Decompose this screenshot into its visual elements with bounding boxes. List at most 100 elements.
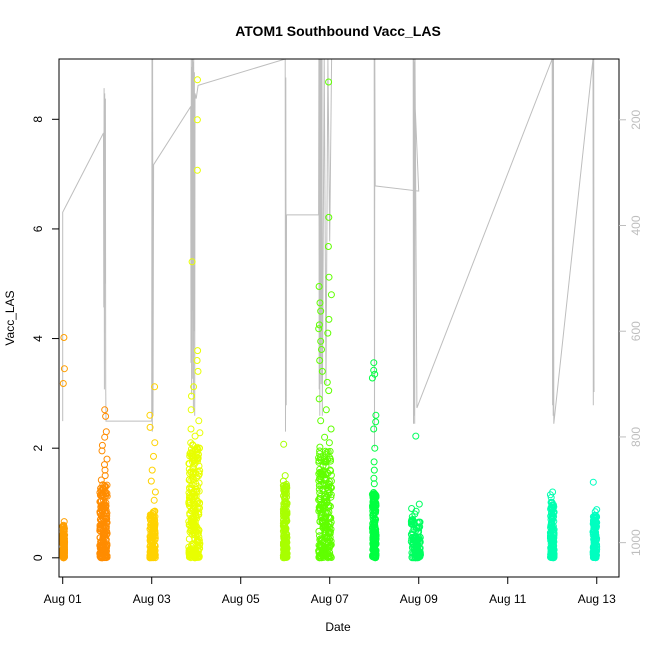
data-point	[327, 291, 335, 299]
data-point	[102, 502, 110, 510]
data-point	[186, 502, 193, 510]
data-point	[316, 443, 324, 451]
data-point	[98, 545, 106, 553]
x-tick-label: Aug 13	[578, 592, 616, 606]
data-point	[322, 458, 330, 466]
data-point	[548, 506, 556, 514]
data-point	[193, 549, 201, 557]
data-point	[148, 466, 156, 474]
data-point	[316, 554, 324, 562]
data-point	[407, 530, 415, 538]
data-point	[196, 500, 203, 507]
data-point	[146, 423, 154, 431]
data-point	[321, 545, 329, 553]
data-point	[316, 454, 324, 461]
data-point	[370, 519, 378, 527]
data-point	[102, 412, 110, 420]
data-point	[317, 337, 325, 345]
data-point	[281, 547, 289, 555]
x-axis-label: Date	[325, 620, 351, 634]
data-point	[318, 500, 325, 508]
data-point	[189, 441, 197, 449]
data-point	[548, 551, 556, 559]
data-point	[316, 504, 324, 512]
data-point	[323, 522, 331, 530]
data-point	[98, 447, 106, 455]
data-point	[195, 533, 203, 541]
data-point	[371, 534, 379, 542]
data-point	[191, 432, 199, 440]
data-point	[371, 518, 379, 526]
data-point	[316, 532, 323, 540]
data-point	[97, 476, 105, 484]
plot-frame	[58, 58, 620, 578]
data-point	[415, 527, 423, 535]
data-point	[319, 504, 327, 512]
data-point	[99, 522, 107, 529]
data-point	[326, 528, 334, 536]
data-point	[316, 450, 324, 458]
data-point	[185, 498, 193, 505]
data-point	[591, 521, 599, 529]
data-point	[283, 530, 291, 538]
data-point	[369, 545, 377, 553]
y-axis: 0 2 4 6 8	[31, 116, 59, 561]
data-point	[315, 283, 323, 290]
data-point	[60, 535, 68, 543]
data-point	[368, 374, 376, 382]
data-point	[101, 549, 109, 557]
data-point	[60, 539, 67, 547]
data-point	[193, 357, 201, 364]
data-point	[318, 346, 325, 353]
data-point	[103, 481, 111, 489]
data-point	[325, 273, 333, 281]
data-point	[189, 504, 197, 512]
data-point	[150, 522, 157, 530]
data-point	[186, 469, 194, 477]
data-point	[194, 367, 202, 375]
data-point	[60, 526, 68, 534]
secondary-y-tick-label: 400	[629, 215, 643, 235]
data-point	[315, 325, 323, 333]
data-points	[59, 76, 601, 562]
data-point	[325, 501, 333, 509]
data-point	[316, 299, 324, 307]
data-point	[96, 489, 104, 496]
data-point	[187, 524, 195, 532]
data-point	[97, 541, 105, 549]
data-point	[407, 520, 415, 528]
data-point	[372, 418, 380, 426]
data-point	[281, 486, 289, 494]
secondary-series-lines	[62, 58, 595, 448]
data-point	[281, 491, 289, 499]
data-point	[319, 467, 327, 475]
data-point	[324, 243, 332, 250]
data-point	[315, 485, 323, 493]
data-point	[369, 526, 377, 534]
data-point	[187, 552, 195, 560]
data-point	[194, 347, 202, 355]
data-point	[147, 533, 155, 540]
data-point	[324, 329, 332, 337]
data-point	[195, 526, 203, 534]
data-point	[188, 392, 195, 400]
data-point	[192, 550, 200, 558]
data-point	[318, 367, 326, 375]
data-point	[190, 468, 198, 476]
data-point	[103, 530, 111, 538]
data-point	[280, 500, 288, 508]
data-point	[146, 411, 154, 419]
data-point	[592, 548, 600, 556]
data-point	[103, 455, 111, 463]
chart-title: ATOM1 Southbound Vacc_LAS	[235, 23, 441, 39]
data-point	[319, 486, 327, 494]
data-point	[99, 532, 107, 540]
data-point	[412, 432, 420, 440]
data-point	[102, 492, 110, 500]
data-point	[187, 425, 195, 433]
data-point	[370, 359, 378, 367]
data-point	[550, 553, 558, 561]
data-point	[193, 116, 201, 124]
data-point	[317, 307, 325, 315]
data-point	[407, 538, 415, 545]
